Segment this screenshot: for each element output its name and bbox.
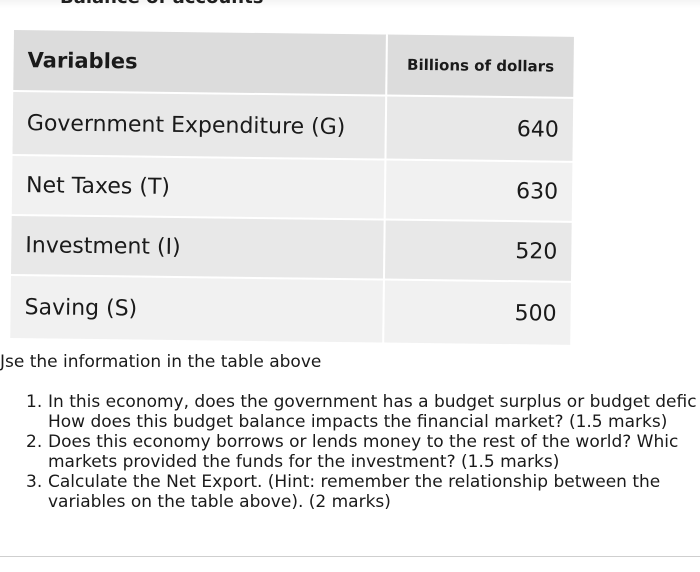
table-row: Government Expenditure (G) 640 bbox=[12, 91, 574, 163]
question-list: 1. In this economy, does the government … bbox=[26, 392, 700, 512]
question-line: variables on the table above). (2 marks) bbox=[48, 492, 391, 512]
cropped-heading: Balance of accounts bbox=[0, 0, 700, 8]
row-value: 520 bbox=[382, 220, 572, 281]
question-line: In this economy, does the government has… bbox=[48, 392, 697, 412]
question-3: 3. Calculate the Net Export. (Hint: reme… bbox=[26, 472, 700, 512]
header-variables: Variables bbox=[13, 30, 386, 95]
question-2: 2. Does this economy borrows or lends mo… bbox=[26, 432, 700, 472]
question-number: 3. bbox=[26, 472, 43, 492]
row-value: 500 bbox=[382, 280, 571, 345]
question-number: 1. bbox=[26, 392, 43, 412]
question-number: 2. bbox=[26, 432, 43, 452]
row-label: Government Expenditure (G) bbox=[12, 91, 386, 159]
data-table: Variables Billions of dollars Government… bbox=[10, 30, 574, 347]
question-line: Calculate the Net Export. (Hint: remembe… bbox=[48, 472, 661, 492]
table-header-row: Variables Billions of dollars bbox=[13, 30, 574, 99]
table-row: Saving (S) 500 bbox=[10, 275, 571, 347]
row-value: 630 bbox=[383, 160, 573, 221]
header-billions: Billions of dollars bbox=[385, 34, 574, 97]
intro-text: Jse the information in the table above bbox=[0, 352, 322, 372]
question-line: How does this budget balance impacts the… bbox=[48, 412, 668, 432]
table-row: Net Taxes (T) 630 bbox=[11, 155, 573, 223]
row-label: Saving (S) bbox=[10, 275, 383, 343]
table-row: Investment (I) 520 bbox=[10, 215, 572, 283]
bottom-divider bbox=[0, 556, 700, 557]
question-line: markets provided the funds for the inves… bbox=[48, 452, 560, 472]
row-value: 640 bbox=[384, 96, 574, 161]
cropped-heading-text: Balance of accounts bbox=[60, 0, 263, 8]
row-label: Net Taxes (T) bbox=[11, 155, 385, 219]
question-1: 1. In this economy, does the government … bbox=[26, 392, 700, 432]
row-label: Investment (I) bbox=[11, 215, 384, 279]
question-line: Does this economy borrows or lends money… bbox=[48, 432, 679, 452]
